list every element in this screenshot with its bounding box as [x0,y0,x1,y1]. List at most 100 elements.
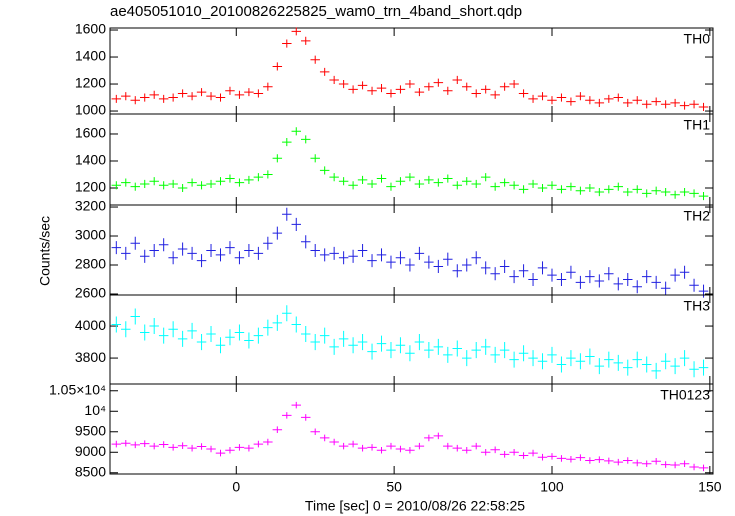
data-point [301,135,311,144]
data-point [234,251,245,265]
data-point [225,241,235,255]
data-point [357,444,368,452]
data-point [471,251,481,265]
data-point [518,264,529,278]
data-point [338,79,349,89]
data-point [338,177,349,186]
data-point [149,442,159,450]
data-point [139,249,150,263]
data-point [632,96,642,105]
data-point [206,92,216,101]
data-point [623,359,633,376]
data-point [679,187,690,197]
data-point [632,280,642,294]
data-point [499,259,510,273]
data-point [575,454,586,461]
data-point [424,255,434,269]
data-point [490,182,500,191]
data-point [623,457,633,464]
data-point [689,189,699,198]
data-point [594,358,605,375]
data-point [177,442,188,449]
data-point [376,248,387,262]
data-point [310,154,320,163]
data-point [121,246,131,260]
data-point [386,342,396,359]
data-point [433,78,444,87]
y-tick-label: 3800 [75,349,106,365]
data-point [424,82,434,91]
data-point [566,182,576,191]
data-point [651,186,661,195]
data-point [604,351,614,368]
data-point [462,350,472,367]
data-point [414,179,425,188]
data-point [348,440,358,448]
y-tick-label: 1400 [75,152,106,168]
data-point [196,254,207,268]
data-point [310,428,320,436]
data-point [187,92,197,101]
data-point [149,318,159,335]
data-point [670,190,680,199]
data-point [471,179,481,188]
data-point [480,173,491,182]
data-point [111,94,122,103]
data-point [480,85,491,94]
data-point [158,94,169,103]
data-point [623,272,633,287]
y-tick-label: 1200 [75,75,106,91]
data-point [272,426,283,433]
data-point [291,217,302,231]
y-tick-label: 3000 [75,227,106,243]
data-point [121,321,131,338]
data-point [452,264,463,278]
data-point [405,446,415,454]
data-point [158,441,169,448]
data-point [698,284,709,298]
data-point [177,330,188,347]
data-point [613,354,624,371]
data-point [215,449,226,457]
panel-frame [109,204,714,296]
data-point [480,448,491,456]
data-point [215,248,226,262]
data-point [215,177,226,186]
data-point [660,461,671,468]
data-point [272,154,283,163]
data-point [149,90,159,99]
data-point [585,96,595,105]
data-point [376,335,387,352]
data-point [509,351,519,368]
data-point [234,178,245,187]
data-point [547,96,557,105]
data-point [158,238,169,252]
data-point [698,464,709,472]
data-point [509,79,519,89]
data-point [462,258,472,272]
data-point [187,444,197,452]
data-point [594,187,605,197]
data-point [660,281,671,295]
data-point [111,316,122,333]
x-tick-label: 150 [698,479,722,495]
data-point [282,412,292,419]
data-point [613,93,624,102]
data-point [632,351,642,368]
data-point [121,92,131,101]
data-point [139,179,150,188]
data-point [386,442,396,450]
data-point [376,84,387,93]
y-tick-label: 1000 [75,102,106,118]
data-point [395,337,406,354]
data-point [623,98,633,107]
data-point [689,100,699,109]
data-point [641,356,652,373]
data-point [196,443,207,450]
data-point [263,170,273,179]
data-point [225,446,235,454]
data-point [528,94,538,103]
data-point [234,90,245,99]
data-point [291,127,302,136]
